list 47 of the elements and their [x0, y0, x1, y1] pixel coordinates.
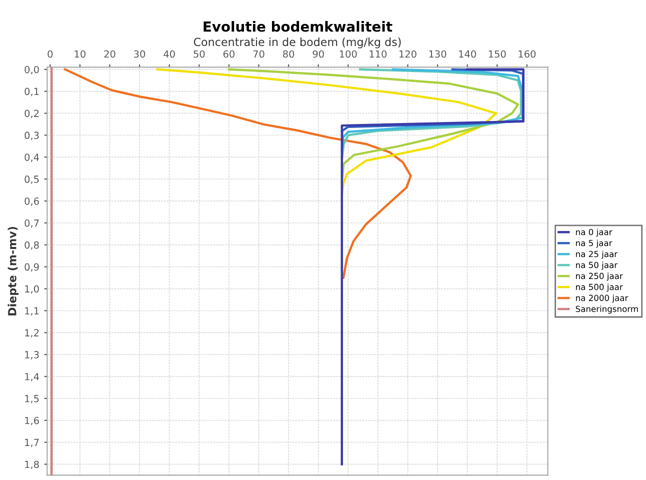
- y-tick-label: 1,2: [25, 329, 39, 338]
- y-tick-label: 0,0: [24, 66, 39, 74]
- legend-label: Saneringsnorm: [576, 306, 638, 314]
- x-tick-label: 140: [459, 50, 476, 58]
- legend-label: na 2000 jaar: [576, 294, 628, 303]
- y-tick-label: 0,8: [24, 241, 39, 250]
- y-tick-label: 0,4: [24, 154, 39, 162]
- legend-label: na 25 jaar: [576, 250, 618, 259]
- x-tick-label: 120: [400, 50, 416, 58]
- legend-label: na 500 jaar: [576, 284, 623, 292]
- legend-label: na 0 jaar: [576, 228, 612, 237]
- x-tick-label: 90: [312, 50, 324, 58]
- y-tick-label: 1,6: [25, 416, 39, 426]
- x-tick-label: 160: [518, 50, 536, 58]
- y-tick-label: 1,1: [25, 307, 39, 316]
- legend-label: na 250 jaar: [576, 272, 623, 281]
- y-tick-label: 1,0: [25, 285, 39, 294]
- y-tick-label: 1,7: [25, 438, 39, 448]
- x-tick-label: 30: [134, 50, 146, 58]
- y-tick-label: 1,3: [25, 351, 39, 360]
- y-tick-label: 0,9: [24, 263, 39, 272]
- y-tick-label: 1,5: [25, 395, 39, 404]
- x-tick-label: 60: [223, 50, 234, 58]
- legend-label: na 5 jaar: [576, 240, 612, 248]
- x-tick-label: 80: [283, 50, 294, 58]
- y-tick-label: 0,6: [24, 197, 39, 206]
- x-tick-label: 50: [194, 50, 205, 58]
- y-tick-label: 0,2: [24, 110, 39, 118]
- x-tick-label: 20: [104, 50, 116, 58]
- x-tick-label: 40: [164, 50, 175, 58]
- y-tick-label: 0,3: [24, 132, 39, 140]
- x-tick-label: 10: [74, 50, 86, 58]
- x-tick-label: 110: [370, 50, 387, 58]
- x-tick-label: 100: [340, 50, 357, 58]
- x-tick-label: 0: [48, 50, 53, 58]
- x-tick-label: 150: [488, 50, 506, 58]
- y-tick-label: 1,8: [25, 460, 39, 470]
- x-tick-label: 130: [429, 50, 446, 58]
- y-axis-title: Diepte (m-mv): [8, 226, 18, 316]
- legend-label: na 50 jaar: [576, 262, 618, 270]
- y-tick-label: 1,4: [25, 373, 39, 382]
- y-tick-label: 0,7: [24, 219, 39, 228]
- y-tick-label: 0,5: [24, 176, 39, 184]
- y-tick-label: 0,1: [24, 88, 39, 96]
- x-axis-title: Concentratie in de bodem (mg/kg ds): [194, 38, 401, 48]
- x-tick-label: 70: [253, 50, 264, 58]
- chart-title: Evolutie bodemkwaliteit: [204, 21, 392, 32]
